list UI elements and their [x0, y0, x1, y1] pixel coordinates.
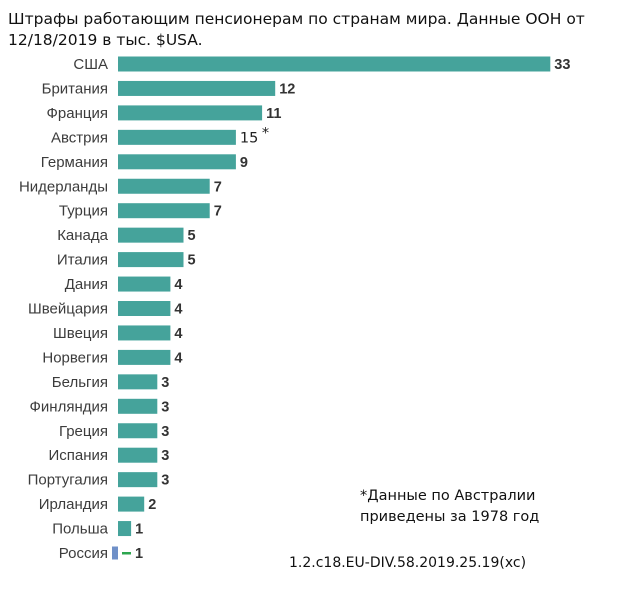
bar-row: Канада 5	[57, 227, 195, 244]
category-label: Россия	[59, 545, 108, 562]
bar-row: Россия 1	[59, 545, 143, 562]
bar	[118, 496, 145, 512]
bar	[118, 325, 171, 341]
bar-row: Британия 12	[42, 80, 296, 97]
bar-row: Греция 3	[59, 423, 169, 440]
category-label: Дания	[65, 276, 108, 293]
category-label: Франция	[47, 105, 108, 122]
bar	[118, 521, 132, 537]
bar-row: США 33	[73, 56, 570, 73]
value-label: 1	[135, 546, 143, 562]
category-label: Польша	[52, 521, 108, 538]
footnote-line-1: *Данные по Австралии	[360, 488, 536, 504]
bar-row: Турция 7	[59, 203, 222, 220]
bar-row: Австрия 15 *	[51, 125, 269, 146]
bar	[118, 178, 210, 194]
value-label: 3	[161, 375, 169, 391]
value-label: 1	[135, 522, 143, 538]
bar	[118, 203, 210, 219]
bar	[118, 227, 184, 243]
value-label: 3	[161, 399, 169, 415]
bar-row: Польша 1	[52, 521, 143, 538]
bar	[118, 252, 184, 268]
bar-row: Норвегия 4	[42, 349, 182, 366]
bar-row: Нидерланды 7	[19, 178, 222, 195]
minus-marker	[122, 552, 131, 555]
value-label: 4	[174, 302, 182, 318]
value-label: 33	[554, 57, 570, 73]
category-label: Канада	[57, 227, 108, 244]
bar-row: Ирландия 2	[39, 496, 157, 513]
bar-negative	[112, 546, 118, 560]
bar-row: Бельгия 3	[52, 374, 170, 391]
category-label: США	[73, 56, 108, 73]
bar-row: Швеция 4	[53, 325, 182, 342]
austria-asterisk: *	[262, 125, 269, 141]
category-label: Португалия	[28, 472, 108, 489]
bar	[118, 276, 171, 292]
bar-row: Италия 5	[57, 252, 196, 269]
value-label: 4	[174, 350, 182, 366]
category-label: Британия	[42, 80, 108, 97]
value-label: 15	[240, 130, 258, 146]
value-label: 3	[161, 448, 169, 464]
footnote-line-2: приведены за 1978 год	[360, 509, 540, 525]
category-label: Ирландия	[39, 496, 108, 513]
source-code: 1.2.c18.EU-DIV.58.2019.25.19(xc)	[289, 555, 527, 571]
bar	[118, 447, 158, 463]
category-label: Греция	[59, 423, 108, 440]
bar	[118, 56, 551, 72]
value-label: 3	[161, 473, 169, 489]
value-label: 7	[214, 179, 222, 195]
category-label: Швейцария	[28, 301, 108, 318]
value-label: 4	[174, 277, 182, 293]
bar	[118, 105, 263, 121]
bar-row: Финляндия 3	[30, 398, 170, 415]
category-label: Финляндия	[30, 398, 108, 415]
bar-row: Португалия 3	[28, 472, 170, 489]
bar-row: Франция 11	[47, 105, 282, 122]
value-label: 2	[148, 497, 156, 513]
bar	[118, 129, 236, 145]
bar	[118, 472, 158, 488]
category-label: Бельгия	[52, 374, 108, 391]
value-label: 7	[214, 204, 222, 220]
bar-row: Дания 4	[65, 276, 183, 293]
bar	[118, 349, 171, 365]
chart-title: Штрафы работающим пенсионерам по странам…	[8, 10, 585, 49]
value-label: 4	[174, 326, 182, 342]
bar	[118, 423, 158, 439]
bar	[118, 154, 236, 170]
bar	[118, 374, 158, 390]
bar	[118, 398, 158, 414]
value-label: 11	[266, 106, 281, 122]
value-label: 5	[188, 253, 196, 269]
austria-footnote: *Данные по Австралии приведены за 1978 г…	[360, 486, 600, 528]
bar-row: Германия 9	[41, 154, 248, 171]
bar	[118, 301, 171, 316]
bar-row: Швейцария 4	[28, 301, 183, 318]
value-label: 9	[240, 155, 248, 171]
value-label: 3	[161, 424, 169, 440]
bar-row: Испания 3	[48, 447, 169, 464]
category-label: Германия	[41, 154, 108, 171]
category-label: Турция	[59, 203, 108, 220]
category-label: Швеция	[53, 325, 108, 342]
category-label: Испания	[48, 447, 108, 464]
category-label: Италия	[57, 252, 108, 269]
value-label: 5	[188, 228, 196, 244]
category-label: Норвегия	[42, 349, 108, 366]
bar	[118, 80, 276, 96]
category-label: Нидерланды	[19, 178, 108, 195]
value-label: 12	[279, 81, 295, 97]
category-label: Австрия	[51, 129, 108, 146]
